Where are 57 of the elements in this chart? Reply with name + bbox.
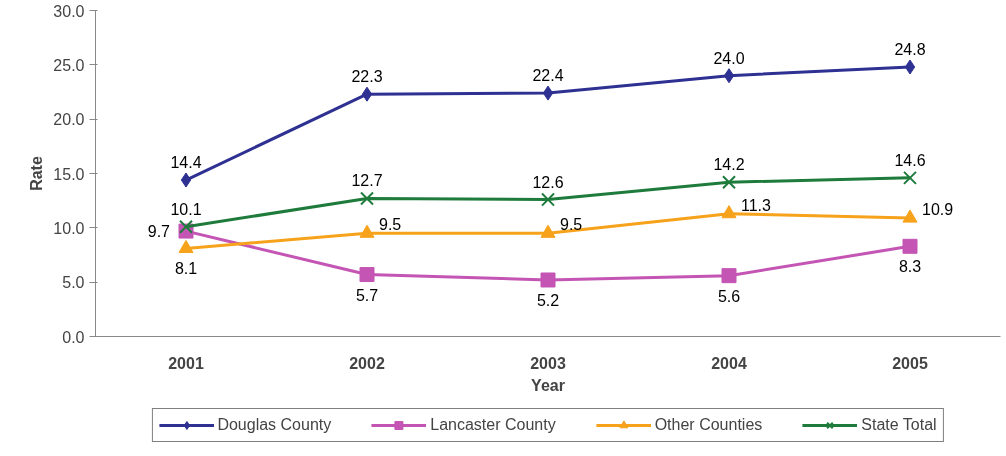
data-label: 9.5 <box>560 216 583 234</box>
legend-label: Other Counties <box>654 416 763 434</box>
y-tick-label: 30.0 <box>53 2 85 20</box>
point <box>902 238 918 254</box>
data-label: 14.2 <box>713 156 745 174</box>
point <box>902 209 918 223</box>
point <box>180 172 192 188</box>
data-label: 10.9 <box>922 201 954 219</box>
data-label: 9.5 <box>379 216 402 234</box>
data-label: 10.1 <box>170 200 202 218</box>
point <box>542 85 554 101</box>
data-label: 11.3 <box>741 196 772 214</box>
legend-label: Lancaster County <box>430 416 556 434</box>
y-tick-label: 0.0 <box>62 328 85 346</box>
legend-label: State Total <box>861 416 937 434</box>
point <box>359 191 375 206</box>
x-tick-label: 2004 <box>711 354 747 372</box>
data-label: 8.3 <box>898 258 922 276</box>
point <box>902 170 918 185</box>
data-label: 5.2 <box>536 291 560 309</box>
data-label: 5.6 <box>717 287 741 305</box>
data-label: 9.7 <box>147 223 171 241</box>
point <box>540 272 556 288</box>
data-label: 24.8 <box>894 41 926 59</box>
point <box>721 205 737 219</box>
y-axis-title: Rate <box>28 156 46 191</box>
data-label: 12.7 <box>351 172 383 190</box>
point <box>361 86 373 102</box>
point <box>540 224 556 238</box>
data-label: 8.1 <box>174 260 198 278</box>
point <box>721 175 737 190</box>
point <box>723 68 735 84</box>
data-label: 12.6 <box>532 173 564 191</box>
data-label: 24.0 <box>713 49 745 67</box>
point <box>178 239 194 254</box>
point <box>540 192 556 207</box>
x-axis-title: Year <box>531 376 565 394</box>
data-label: 14.4 <box>170 154 202 172</box>
x-tick-label: 2005 <box>892 354 928 372</box>
point <box>359 267 375 283</box>
point <box>178 219 194 234</box>
data-label: 5.7 <box>355 286 379 304</box>
data-label: 22.3 <box>351 68 383 86</box>
x-tick-label: 2002 <box>349 354 385 372</box>
legend-label: Douglas County <box>217 416 332 434</box>
point <box>359 224 375 238</box>
x-tick-label: 2001 <box>168 354 204 372</box>
point <box>721 268 737 284</box>
data-label: 22.4 <box>532 67 564 85</box>
y-tick-label: 5.0 <box>62 274 85 292</box>
y-tick-label: 10.0 <box>53 219 85 237</box>
y-tick-label: 20.0 <box>53 111 85 129</box>
y-tick-label: 25.0 <box>53 56 85 74</box>
point <box>904 59 916 75</box>
data-label: 14.6 <box>894 151 926 169</box>
y-tick-label: 15.0 <box>53 165 85 183</box>
x-tick-label: 2003 <box>530 354 566 372</box>
